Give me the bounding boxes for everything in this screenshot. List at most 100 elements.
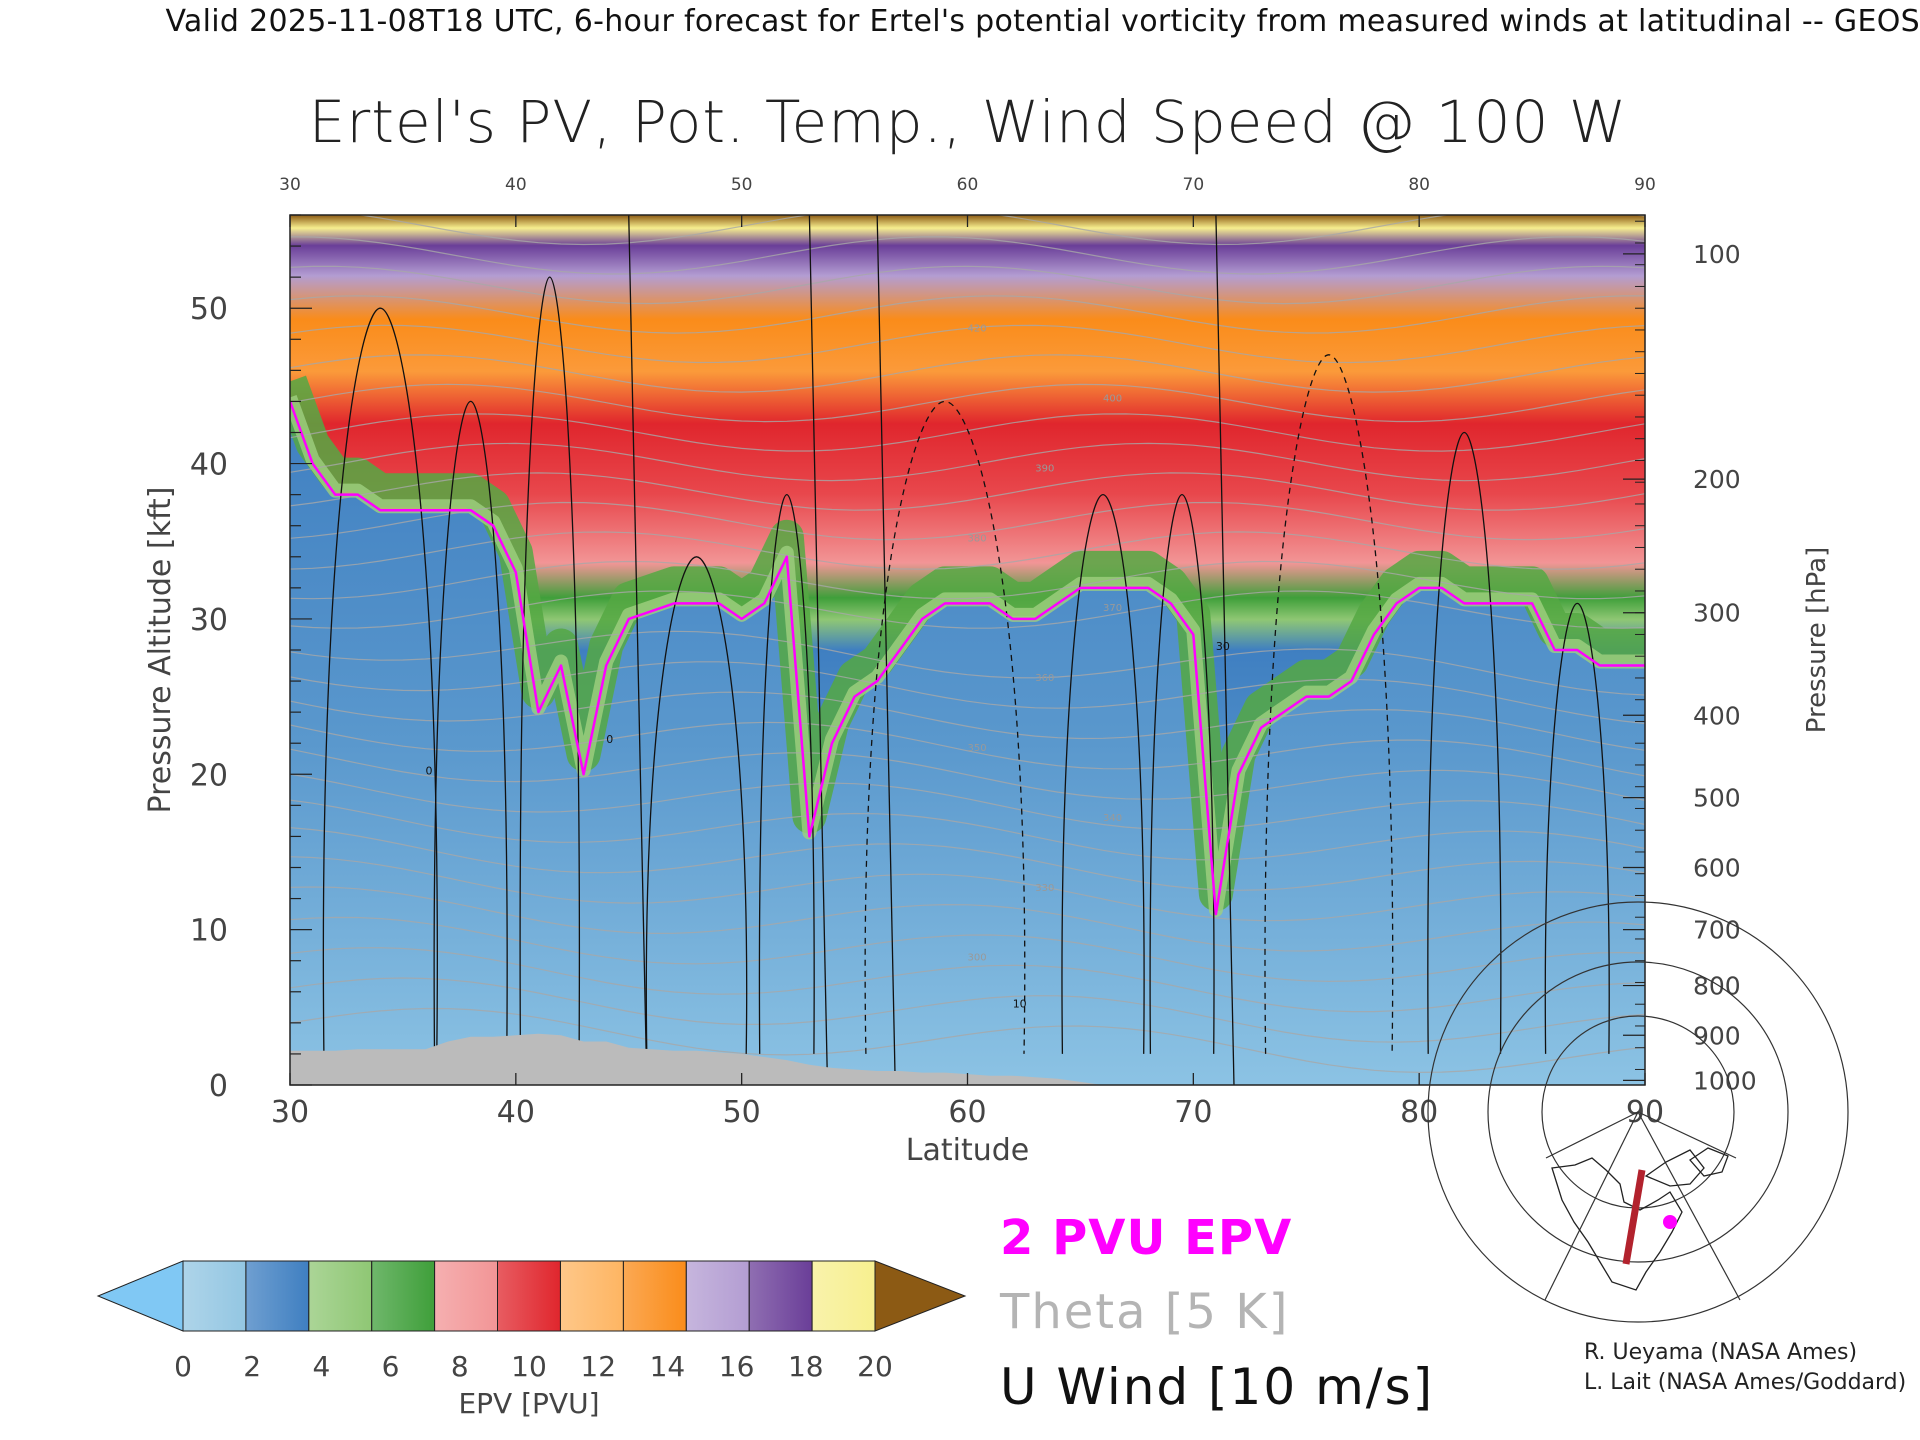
theta-isentrope (290, 661, 1645, 725)
legend-theta: Theta [5 K] (1000, 1284, 1290, 1340)
pressure-tick-label: 200 (1693, 465, 1741, 494)
u-wind-contour (628, 215, 648, 1085)
chart-title: Ertel's PV, Pot. Temp., Wind Speed @ 100… (308, 88, 1628, 156)
colorbar-tick-label: 2 (243, 1350, 261, 1383)
colorbar-tick-label: 6 (382, 1350, 400, 1383)
u-wind-contour (1264, 354, 1394, 1054)
theta-contour-label: 400 (1103, 393, 1122, 404)
u-wind-contour (433, 400, 508, 1054)
u-wind-contour (1061, 493, 1145, 1054)
u-wind-contour (1544, 602, 1610, 1054)
theta-isentrope (290, 827, 1645, 891)
globe-graticule (1427, 901, 1849, 1323)
colorbar-tick-label: 10 (511, 1350, 547, 1383)
y-axis-left: 0 10 20 30 40 50 (190, 214, 312, 1104)
credit-line-1: R. Ueyama (NASA Ames) (1584, 1340, 1858, 1365)
troposphere-fill (290, 401, 1645, 1085)
x-tick-label: 40 (497, 1095, 535, 1130)
theta-contour-label: 420 (968, 324, 987, 335)
north-america-outline (1551, 1147, 1729, 1291)
colorbar-segment (371, 1260, 436, 1332)
legend-u-wind: U Wind [10 m/s] (1000, 1358, 1435, 1416)
colorbar-segment (308, 1260, 373, 1332)
colorbar-over-arrow (874, 1260, 967, 1332)
x-top-tick-label: 80 (1408, 175, 1430, 195)
colorbar-tick-label: 8 (451, 1350, 469, 1383)
theta-isentrope (290, 721, 1645, 777)
colorbar-segment (245, 1260, 310, 1332)
u-wind-contour (322, 307, 438, 1054)
theta-isentrope (290, 472, 1645, 511)
colorbar-tick-label: 12 (580, 1350, 616, 1383)
theta-isentrope (290, 383, 1645, 423)
theta-contour-label: 370 (1103, 603, 1122, 614)
x-top-tick-label: 70 (1183, 175, 1205, 195)
terrain-mask (290, 1033, 1103, 1085)
y-tick-label: 30 (190, 603, 228, 638)
x-tick-label: 70 (1174, 1095, 1212, 1130)
theta-isentrope (290, 748, 1645, 801)
colorbar-tick-label: 20 (857, 1350, 893, 1383)
u-wind-contour (808, 215, 829, 1085)
x-top-tick-label: 50 (731, 175, 753, 195)
pressure-axis-label: Pressure [hPa] (1802, 547, 1832, 734)
x-axis-bottom: 30 40 50 60 70 80 90 (271, 1073, 1664, 1130)
x-tick-label: 80 (1400, 1095, 1438, 1130)
theta-isentrope (290, 442, 1645, 482)
x-top-tick-label: 30 (279, 175, 301, 195)
u-wind-contour-label: 10 (1013, 997, 1027, 1010)
pressure-tick-label: 900 (1693, 1021, 1741, 1050)
theta-contour-label: 360 (1035, 673, 1054, 684)
colorbar-segment (560, 1260, 624, 1332)
valid-time-header: Valid 2025-11-08T18 UTC, 6-hour forecast… (165, 4, 1920, 39)
theta-contour-label: 390 (1035, 463, 1054, 474)
x-axis-top: 30 40 50 60 70 80 90 (279, 175, 1656, 227)
theta-isentrope (290, 977, 1645, 1043)
colorbar-segment (182, 1260, 247, 1332)
colorbar-segment (622, 1260, 687, 1332)
y-tick-label: 20 (190, 758, 228, 793)
theta-contour-label: 350 (968, 743, 987, 754)
x-tick-label: 50 (723, 1095, 761, 1130)
u-wind-contour (1149, 493, 1215, 1054)
epv-2pvu-contour (290, 400, 1645, 916)
pressure-tick-label: 300 (1693, 599, 1741, 628)
theta-isentrope (290, 947, 1645, 1013)
inset-map (1427, 901, 1849, 1323)
theta-isentrope (290, 590, 1645, 629)
colorbar-segment (748, 1260, 813, 1332)
y-axis-label: Pressure Altitude [kft] (143, 487, 178, 814)
x-top-tick-label: 40 (505, 175, 527, 195)
theta-isentrope (290, 501, 1645, 541)
pressure-tick-label: 700 (1693, 916, 1741, 945)
theta-isentrope (290, 691, 1645, 751)
x-tick-label: 60 (948, 1095, 986, 1130)
colorbar-tick-label: 4 (312, 1350, 330, 1383)
colorbar-segment (685, 1260, 750, 1332)
colorbar-tick-label: 16 (719, 1350, 755, 1383)
u-wind-contour (645, 556, 748, 1054)
theta-isentrope (290, 799, 1645, 861)
theta-isentrope (290, 630, 1645, 696)
pressure-tick-label: 500 (1693, 784, 1741, 813)
x-tick-label: 30 (271, 1095, 309, 1130)
x-top-tick-label: 90 (1634, 175, 1656, 195)
x-axis-label: Latitude (906, 1133, 1029, 1168)
pressure-tick-label: 600 (1693, 854, 1741, 883)
theta-isentrope (290, 265, 1645, 305)
theta-contour-label: 380 (968, 533, 987, 544)
legend-2pvu-epv: 2 PVU EPV (1000, 1210, 1293, 1266)
y-tick-label: 0 (209, 1069, 228, 1104)
theta-isentrope (290, 916, 1645, 983)
u-wind-contour (758, 493, 815, 1054)
u-wind-contour-label: 0 (426, 764, 433, 777)
y-tick-label: 50 (190, 292, 228, 327)
epv-colorbar: 0 2 4 6 8 10 12 14 16 18 20 (96, 1260, 967, 1383)
theta-isentrope (290, 236, 1645, 275)
theta-isentrope (290, 295, 1645, 334)
theta-isentrope (290, 856, 1645, 922)
u-wind-contour (876, 215, 896, 1085)
terrain-shape (290, 1033, 1103, 1085)
location-marker (1663, 1215, 1677, 1229)
